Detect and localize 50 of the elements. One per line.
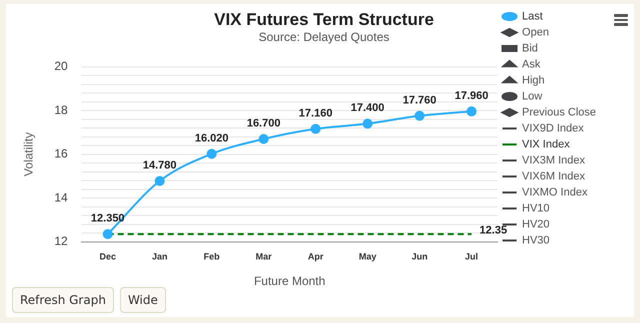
data-label: 16.700	[246, 118, 280, 130]
point	[206, 148, 217, 159]
chart-subtitle: Source: Delayed Quotes	[258, 30, 390, 44]
y-tick-label: 14	[54, 190, 68, 204]
legend-label: VIX3M Index	[522, 154, 586, 167]
legend-label: HV30	[522, 234, 550, 247]
legend-label: High	[522, 74, 545, 87]
x-tick-label: Dec	[99, 252, 116, 262]
data-label: 17.760	[402, 94, 436, 106]
x-tick-label: Feb	[204, 252, 220, 262]
data-label: 17.160	[298, 107, 332, 120]
x-tick-label: Jan	[152, 252, 168, 262]
legend-label: VIXMO Index	[522, 186, 588, 199]
data-label: 17.400	[350, 102, 384, 114]
text: Refresh Graph	[12, 287, 114, 313]
legend-label: Bid	[522, 42, 538, 55]
x-tick-label: Jun	[412, 252, 428, 262]
y-tick-label: 20	[54, 59, 68, 74]
x-tick-label: Mar	[256, 252, 272, 262]
point	[362, 118, 373, 129]
x-tick-label: Apr	[308, 252, 324, 262]
data-label: 12.35	[480, 224, 508, 237]
x-tick-label: May	[358, 252, 376, 262]
x-tick-label: Jul	[465, 252, 478, 262]
legend-label: Ask	[522, 58, 541, 71]
legend-label: HV10	[522, 202, 550, 215]
y-tick-label: 18	[54, 102, 68, 117]
data-label: 16.020	[194, 132, 229, 144]
point	[258, 134, 269, 144]
y-axis-title: Volatility	[22, 132, 36, 176]
y-tick-label: 12	[54, 234, 68, 248]
point	[414, 110, 425, 121]
point	[102, 229, 113, 240]
data-label: 17.960	[454, 90, 488, 102]
point	[466, 106, 477, 116]
legend-label: Low	[522, 90, 542, 103]
legend-label: HV20	[522, 218, 550, 231]
legend-label: VIX6M Index	[522, 170, 586, 183]
data-label: 14.780	[142, 160, 177, 172]
legend-label: Open	[522, 26, 549, 39]
chart-title: VIX Futures Term Structure	[214, 10, 434, 29]
x-axis-title: Future Month	[254, 274, 326, 288]
text: Wide	[120, 287, 166, 313]
legend-label: Previous Close	[522, 106, 596, 119]
point	[154, 176, 165, 186]
legend-label: VIX Index	[522, 138, 570, 151]
legend-label: Last	[522, 10, 543, 23]
legend-label: VIX9D Index	[522, 122, 584, 135]
y-tick-label: 16	[54, 146, 68, 161]
point	[310, 124, 321, 134]
